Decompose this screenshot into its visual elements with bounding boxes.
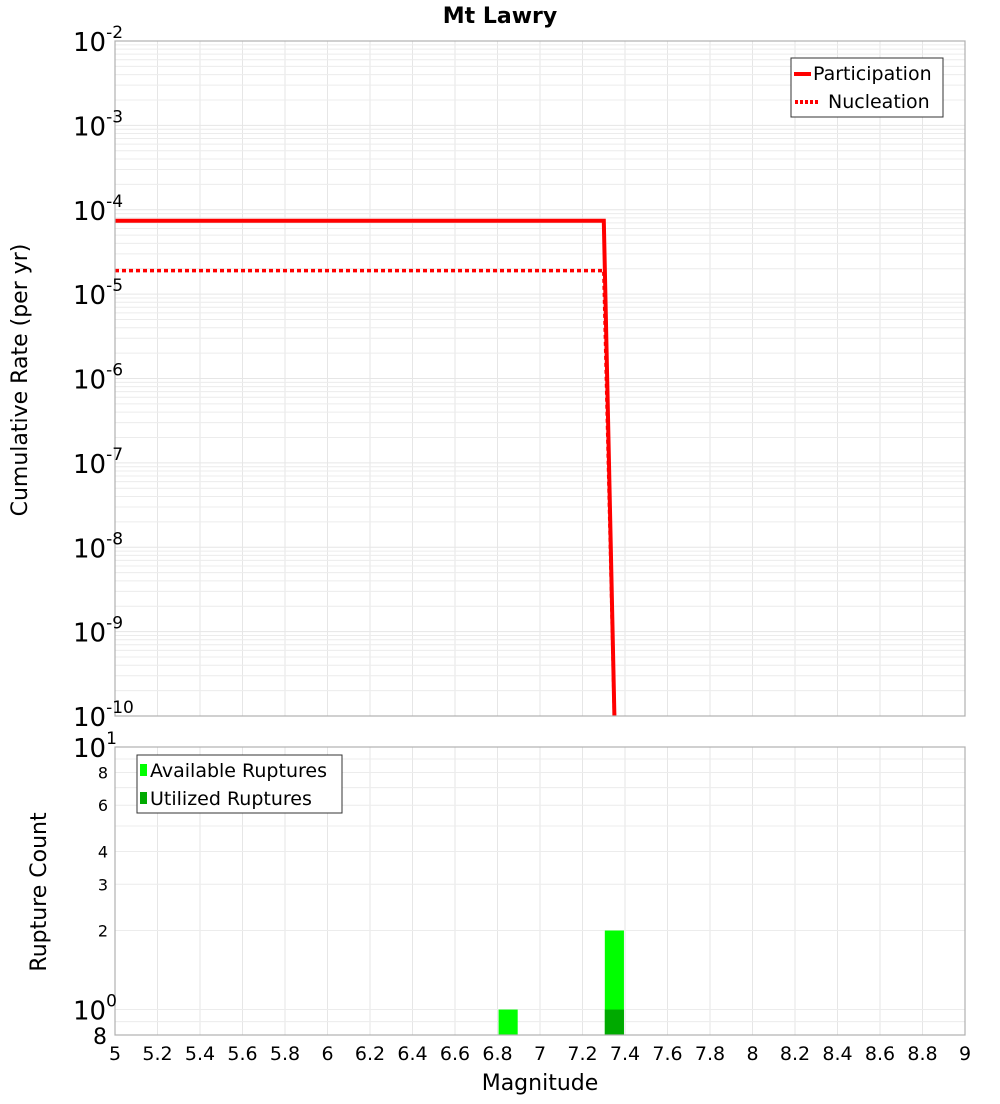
y-tick-label: 4	[98, 842, 108, 861]
utilized-ruptures-legend-swatch	[140, 792, 147, 804]
x-tick-label: 6.8	[482, 1043, 512, 1065]
top-plot-frame	[114, 40, 966, 717]
y-tick-label: 3	[98, 875, 108, 894]
legend-label: Nucleation	[828, 91, 930, 113]
x-tick-label: 8.8	[907, 1043, 937, 1065]
x-tick-label: 8.4	[822, 1043, 852, 1065]
x-tick-label: 6	[321, 1043, 333, 1065]
x-tick-label: 7.4	[610, 1043, 640, 1065]
top-grid	[114, 41, 966, 717]
chart-title: Mt Lawry	[443, 4, 557, 29]
top-y-axis-label: Cumulative Rate (per yr)	[8, 244, 33, 517]
x-axis-label: Magnitude	[482, 1071, 599, 1096]
bottom-y-axis-label: Rupture Count	[27, 812, 52, 972]
x-tick-label: 6.4	[397, 1043, 427, 1065]
y-tick-label: 10-2	[73, 23, 123, 58]
x-tick-label: 7.2	[567, 1043, 597, 1065]
legend-label: Participation	[813, 63, 932, 85]
bottom-bars	[498, 930, 624, 1035]
x-tick-label: 8.2	[780, 1043, 810, 1065]
x-tick-label: 6.2	[355, 1043, 385, 1065]
cumulative-rate-plot: 10-210-310-410-510-610-710-810-910-10 Cu…	[8, 23, 966, 733]
y-tick-label: 8	[93, 1025, 107, 1050]
legend-label: Utilized Ruptures	[150, 788, 312, 810]
x-tick-label: 5.4	[185, 1043, 215, 1065]
x-tick-label: 7.8	[695, 1043, 725, 1065]
x-tick-label: 8.6	[865, 1043, 895, 1065]
x-tick-label: 5.8	[270, 1043, 300, 1065]
top-legend: Participation Nucleation	[790, 57, 944, 118]
bottom-plot-frame	[114, 746, 966, 1036]
y-tick-label: 8	[98, 763, 108, 782]
x-tick-label: 7	[534, 1043, 546, 1065]
y-tick-label: 6	[98, 796, 108, 815]
utilized-ruptures-bar	[604, 1009, 624, 1035]
x-tick-label: 7.6	[652, 1043, 682, 1065]
legend-label: Available Ruptures	[150, 760, 327, 782]
nucleation-line	[115, 268, 617, 717]
x-tick-label: 6.6	[440, 1043, 470, 1065]
top-series	[115, 218, 617, 717]
x-tick-label: 8	[746, 1043, 758, 1065]
x-tick-label: 9	[959, 1043, 971, 1065]
y-tick-label: 10-7	[73, 445, 123, 480]
x-axis-ticks: 5 5.2 5.4 5.6 5.8 6 6.2 6.4 6.6 6.8 7 7.2 7.4 7.6 7.8 8…	[109, 1043, 971, 1065]
x-tick-label: 5.6	[227, 1043, 257, 1065]
x-tick-label: 5	[109, 1043, 121, 1065]
x-tick-label: 5.2	[142, 1043, 172, 1065]
participation-line	[115, 218, 617, 717]
y-tick-label: 2	[98, 922, 108, 941]
available-ruptures-bar	[498, 1009, 518, 1035]
available-ruptures-bar	[604, 930, 624, 1035]
bottom-legend: Available Ruptures Utilized Ruptures	[136, 754, 343, 814]
available-ruptures-legend-swatch	[140, 764, 147, 776]
